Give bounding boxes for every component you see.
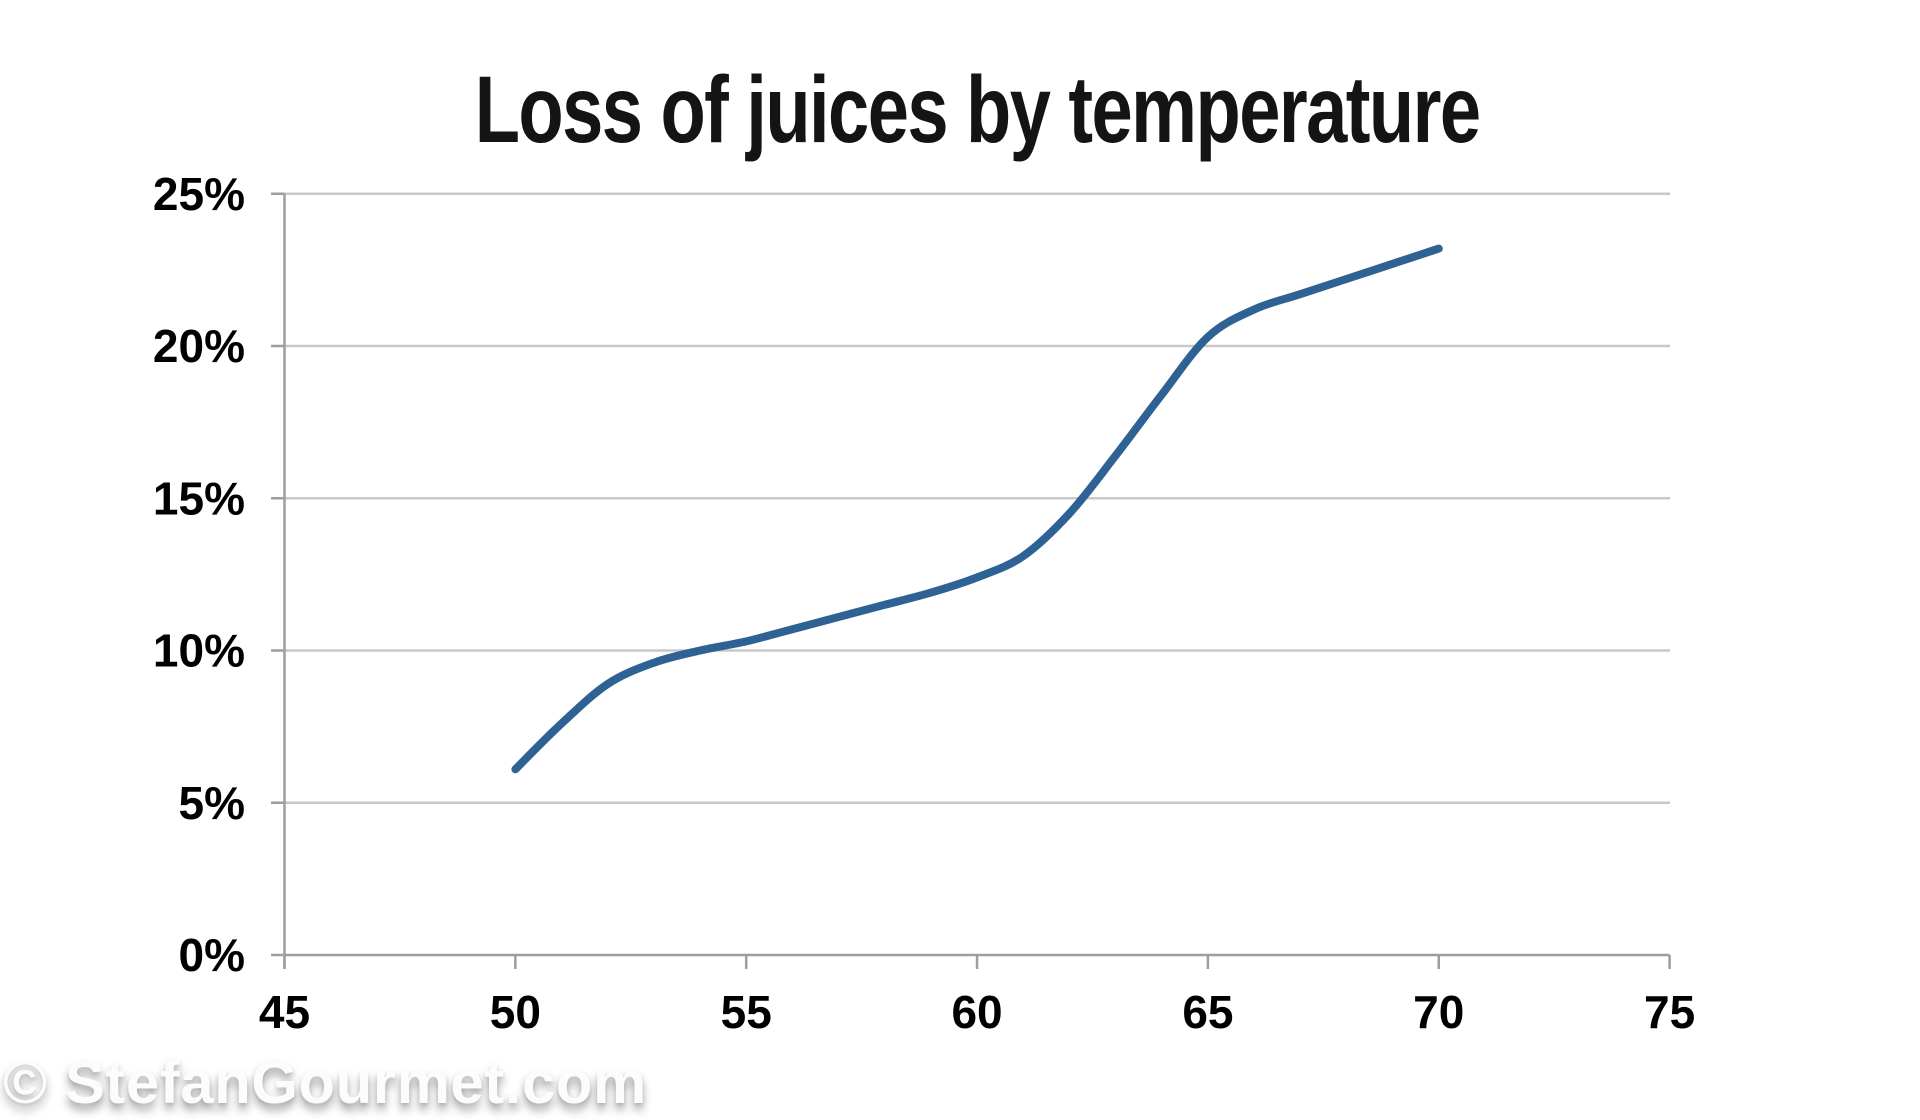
watermark: © StefanGourmet.com	[3, 1049, 647, 1116]
x-tick-label: 70	[1413, 986, 1464, 1038]
x-tick-label: 50	[490, 986, 541, 1038]
y-tick-label: 0%	[179, 929, 245, 981]
y-tick-label: 25%	[153, 168, 245, 220]
x-tick-label: 75	[1644, 986, 1695, 1038]
x-tick-label: 60	[951, 986, 1002, 1038]
x-tick-label: 65	[1182, 986, 1233, 1038]
juice-loss-curve	[511, 244, 1443, 774]
chart-title: Loss of juices by temperature	[284, 56, 1670, 165]
chart-title-text: Loss of juices by temperature	[474, 57, 1481, 163]
y-tick-label: 15%	[153, 472, 245, 524]
y-tick-label: 10%	[153, 625, 245, 677]
y-tick-label: 20%	[153, 320, 245, 372]
x-tick-label: 45	[259, 986, 310, 1038]
x-tick-label: 55	[721, 986, 772, 1038]
y-tick-label: 5%	[179, 777, 245, 829]
